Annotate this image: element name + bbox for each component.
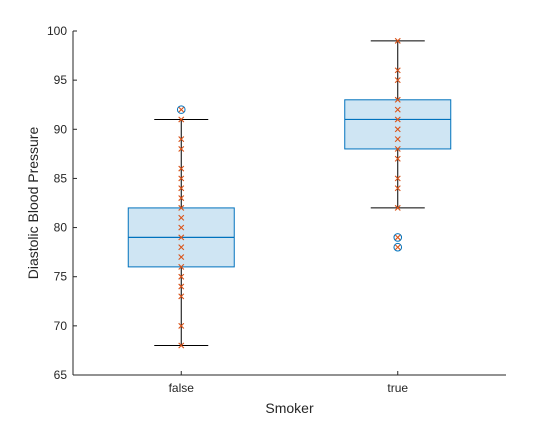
data-point-stroke bbox=[394, 126, 401, 133]
data-point bbox=[394, 77, 401, 84]
y-tick-label: 75 bbox=[54, 270, 68, 284]
data-point bbox=[394, 67, 401, 74]
data-point bbox=[394, 155, 401, 162]
data-point bbox=[394, 116, 401, 123]
outlier-circle bbox=[176, 105, 186, 114]
data-point bbox=[178, 116, 185, 123]
data-point bbox=[178, 136, 185, 143]
data-point bbox=[178, 165, 185, 172]
outlier-circle bbox=[393, 233, 403, 242]
data-point bbox=[178, 224, 185, 231]
data-point bbox=[178, 263, 185, 270]
data-point-stroke bbox=[178, 263, 185, 270]
box-iqr bbox=[344, 99, 452, 150]
data-point bbox=[394, 175, 401, 182]
y-tick-label: 95 bbox=[54, 73, 68, 87]
y-tick-label: 70 bbox=[54, 319, 68, 333]
outlier-point bbox=[393, 233, 403, 242]
data-point-stroke bbox=[394, 204, 401, 211]
data-point-stroke bbox=[394, 185, 401, 192]
data-point-stroke bbox=[178, 136, 185, 143]
data-point bbox=[178, 244, 185, 251]
data-point bbox=[394, 126, 401, 133]
data-point bbox=[394, 96, 401, 103]
data-point-stroke bbox=[178, 244, 185, 251]
data-point-stroke bbox=[394, 96, 401, 103]
data-point bbox=[178, 234, 185, 241]
data-point-stroke bbox=[178, 116, 185, 123]
data-point-stroke bbox=[178, 195, 185, 202]
axes-layer bbox=[72, 31, 506, 376]
y-axis-label: Diastolic Blood Pressure bbox=[25, 127, 41, 280]
data-point-stroke bbox=[394, 175, 401, 182]
data-point bbox=[394, 185, 401, 192]
data-point-stroke bbox=[178, 145, 185, 152]
data-point bbox=[394, 204, 401, 211]
x-ticks: false true bbox=[169, 371, 408, 395]
data-point-stroke bbox=[178, 224, 185, 231]
data-point-stroke bbox=[178, 342, 185, 349]
y-tick-label: 65 bbox=[54, 368, 68, 382]
data-point bbox=[178, 195, 185, 202]
outlier-point bbox=[393, 242, 403, 252]
data-point bbox=[178, 322, 185, 329]
outlier-cross bbox=[394, 244, 401, 251]
data-point bbox=[178, 185, 185, 192]
data-point-stroke bbox=[394, 106, 401, 113]
y-tick-label: 85 bbox=[54, 171, 68, 185]
data-point bbox=[178, 283, 185, 290]
box-group-false bbox=[127, 105, 235, 349]
data-point bbox=[178, 204, 185, 211]
data-point bbox=[178, 145, 185, 152]
data-point bbox=[178, 254, 185, 261]
data-point bbox=[178, 273, 185, 280]
data-point-stroke bbox=[394, 116, 401, 123]
data-point-stroke bbox=[178, 254, 185, 261]
y-tick-label: 90 bbox=[54, 122, 68, 136]
plot-area bbox=[73, 31, 506, 375]
outlier-circle bbox=[393, 242, 403, 252]
y-ticks: 65 70 75 80 85 90 95 100 bbox=[47, 24, 77, 382]
data-point-stroke bbox=[394, 145, 401, 152]
y-tick-label: 100 bbox=[47, 24, 67, 38]
data-point bbox=[178, 214, 185, 221]
outlier-cross bbox=[178, 106, 185, 113]
data-point bbox=[178, 175, 185, 182]
outlier-cross bbox=[394, 234, 401, 241]
data-point-stroke bbox=[394, 67, 401, 74]
data-point-stroke bbox=[178, 234, 185, 241]
data-point-stroke bbox=[178, 165, 185, 172]
boxes-layer bbox=[127, 37, 452, 349]
x-tick-label: true bbox=[387, 381, 408, 395]
data-point-stroke bbox=[178, 273, 185, 280]
data-point-stroke bbox=[394, 77, 401, 84]
data-point bbox=[394, 106, 401, 113]
data-point bbox=[394, 136, 401, 143]
data-point-stroke bbox=[178, 293, 185, 300]
data-point-stroke bbox=[178, 214, 185, 221]
data-point-stroke bbox=[394, 136, 401, 143]
y-tick-label: 80 bbox=[54, 221, 68, 235]
data-point-stroke bbox=[178, 204, 185, 211]
box-group-true bbox=[344, 37, 452, 252]
x-axis-label: Smoker bbox=[265, 400, 314, 416]
data-point-stroke bbox=[178, 283, 185, 290]
outlier-point bbox=[176, 105, 186, 114]
x-tick-label: false bbox=[169, 381, 195, 395]
data-point-stroke bbox=[394, 155, 401, 162]
data-point-stroke bbox=[178, 185, 185, 192]
data-point bbox=[394, 145, 401, 152]
data-point bbox=[178, 342, 185, 349]
data-point bbox=[178, 293, 185, 300]
data-point-stroke bbox=[394, 37, 401, 44]
data-point bbox=[394, 37, 401, 44]
data-point-stroke bbox=[178, 175, 185, 182]
data-point-stroke bbox=[178, 322, 185, 329]
